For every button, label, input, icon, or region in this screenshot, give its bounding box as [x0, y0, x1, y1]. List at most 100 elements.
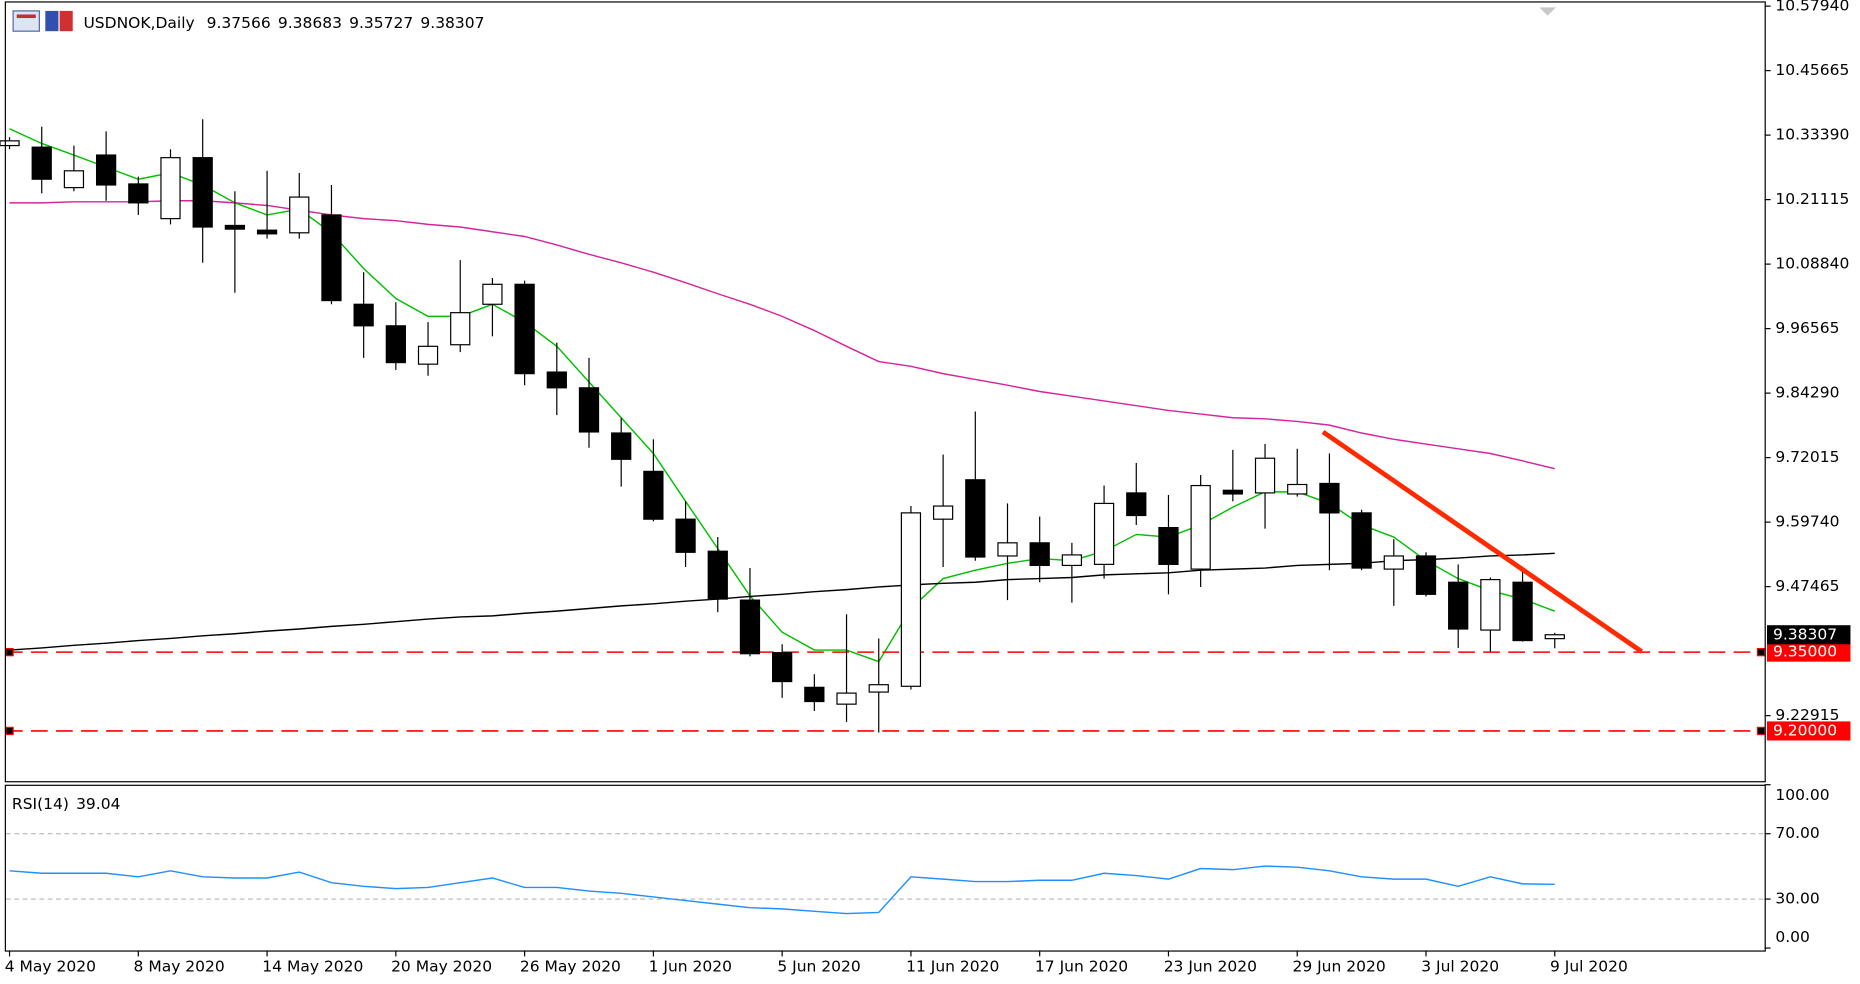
- candle-body: [739, 599, 761, 655]
- candle-body: [675, 518, 696, 553]
- candle-body: [900, 512, 922, 687]
- candle-body: [1480, 579, 1501, 631]
- shift-marker: [1539, 7, 1556, 16]
- candle-body: [321, 214, 342, 302]
- candle-body: [1448, 581, 1469, 630]
- y-tick-label: 0.00: [1775, 928, 1810, 946]
- x-tick-label: 26 May 2020: [520, 958, 621, 976]
- icon: [59, 10, 73, 32]
- y-tick-label: 100.00: [1775, 786, 1829, 804]
- rsi-frame: [4, 784, 1766, 952]
- candle-body: [128, 183, 149, 204]
- candle-body: [0, 140, 20, 147]
- header-icons: [12, 10, 73, 32]
- candle-body: [224, 224, 246, 230]
- x-tick-label: 20 May 2020: [391, 958, 492, 976]
- y-tick-label: 10.45665: [1775, 61, 1849, 79]
- icon: [16, 14, 36, 19]
- candle-body: [707, 550, 728, 600]
- icon: [45, 10, 59, 32]
- candle-body: [932, 505, 954, 520]
- candle-body: [1415, 555, 1437, 595]
- open-value: 9.37566: [207, 13, 271, 31]
- last-price-box: [1767, 625, 1851, 645]
- x-tick-label: 8 May 2020: [134, 958, 225, 976]
- candle-body: [611, 432, 632, 460]
- y-tick-label: 9.72015: [1775, 448, 1839, 466]
- candle-body: [482, 283, 503, 305]
- y-tick-label: 9.59740: [1775, 513, 1839, 531]
- icon: [12, 10, 40, 32]
- level-label-box: [1767, 721, 1851, 741]
- candle-body: [1190, 484, 1211, 570]
- candle-body: [997, 542, 1018, 557]
- x-tick-label: 14 May 2020: [262, 958, 363, 976]
- level-anchor: [5, 647, 14, 657]
- candle-body: [1126, 492, 1147, 517]
- rsi-line: [9, 865, 1555, 915]
- level-anchor: [1756, 726, 1766, 736]
- y-tick-label: 70.00: [1775, 824, 1819, 842]
- rsi-value: 39.04: [76, 794, 120, 812]
- y-tick-label: 10.08840: [1775, 255, 1849, 273]
- x-tick-label: 4 May 2020: [5, 958, 96, 976]
- x-tick-label: 23 Jun 2020: [1164, 958, 1257, 976]
- candle-body: [289, 196, 310, 234]
- x-tick-label: 1 Jun 2020: [649, 958, 732, 976]
- high-value: 9.38683: [278, 13, 342, 31]
- close-value: 9.38307: [420, 13, 484, 31]
- candle-body: [1383, 555, 1404, 570]
- symbol-title: USDNOK,Daily: [83, 13, 194, 31]
- y-tick-label: 10.21115: [1775, 190, 1849, 208]
- candle-body: [417, 345, 439, 365]
- candle-body: [868, 684, 889, 693]
- last-price-label: 9.38307: [1773, 625, 1837, 643]
- moving-average: [9, 552, 1555, 651]
- candle-body: [353, 303, 374, 327]
- candle-body: [256, 229, 278, 235]
- candle-body: [63, 170, 85, 189]
- candle-body: [95, 154, 117, 186]
- header: USDNOK,Daily 9.37566 9.38683 9.35727 9.38307: [83, 13, 484, 31]
- y-tick-label: 10.33390: [1775, 126, 1849, 144]
- y-tick-label: 9.96565: [1775, 319, 1839, 337]
- candle-body: [578, 387, 600, 433]
- level-label: 9.20000: [1773, 721, 1837, 739]
- candle-body: [31, 146, 52, 180]
- x-tick-label: 3 Jul 2020: [1421, 958, 1499, 976]
- level-label-box: [1767, 642, 1851, 662]
- candle-body: [1512, 581, 1533, 642]
- candle-body: [804, 686, 825, 703]
- candle-body: [1061, 554, 1083, 567]
- candle-body: [160, 157, 181, 220]
- y-tick-label: 9.22915: [1775, 706, 1839, 724]
- candle-body: [385, 325, 406, 364]
- x-tick-label: 9 Jul 2020: [1550, 958, 1628, 976]
- candle-body: [546, 371, 567, 389]
- candle-body: [1351, 512, 1372, 569]
- candle-body: [450, 312, 471, 346]
- candle-body: [514, 283, 535, 375]
- candle-body: [1254, 457, 1276, 494]
- low-value: 9.35727: [349, 13, 413, 31]
- x-tick-label: 17 Jun 2020: [1035, 958, 1128, 976]
- candle-body: [192, 157, 213, 228]
- candle-body: [1093, 502, 1115, 565]
- level-label: 9.35000: [1773, 643, 1837, 661]
- y-tick-label: 30.00: [1775, 890, 1819, 908]
- candle-body: [1544, 634, 1565, 640]
- candle-body: [772, 652, 793, 683]
- candle-body: [1319, 482, 1340, 514]
- trendline: [1321, 429, 1644, 654]
- candle-body: [1287, 483, 1308, 495]
- main-frame: [4, 1, 1766, 783]
- candle-body: [643, 470, 664, 520]
- candle-body: [1222, 489, 1243, 495]
- candle-body: [1029, 542, 1050, 567]
- rsi-title: RSI(14): [12, 794, 69, 812]
- rsi-header: RSI(14) 39.04: [12, 794, 121, 812]
